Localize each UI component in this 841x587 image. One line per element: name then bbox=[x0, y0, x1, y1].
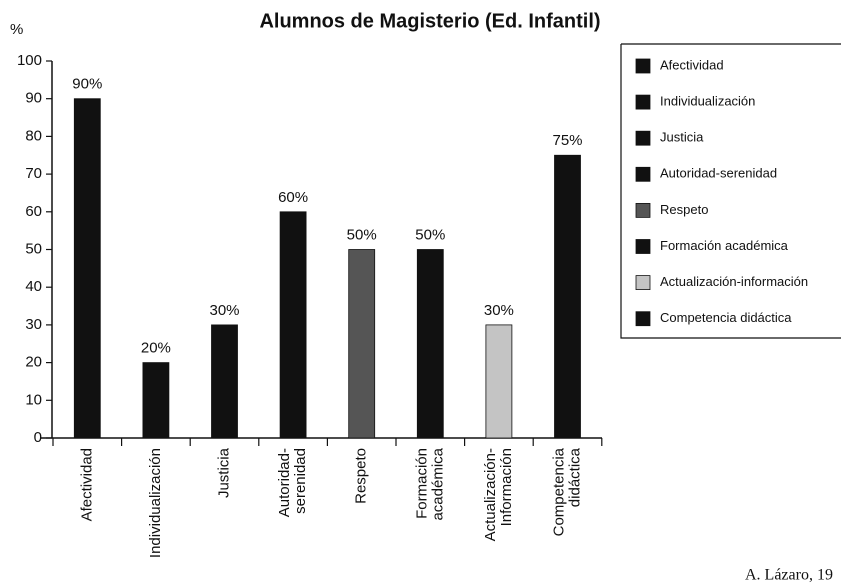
legend-swatch bbox=[635, 58, 651, 74]
bar bbox=[142, 362, 170, 439]
legend-label: Justicia bbox=[660, 130, 704, 145]
chart-title: Alumnos de Magisterio (Ed. Infantil) bbox=[259, 10, 600, 32]
x-tick-label: Afectividad bbox=[78, 448, 95, 521]
legend-label: Competencia didáctica bbox=[660, 310, 792, 325]
y-tick-label: 0 bbox=[34, 429, 42, 446]
value-label: 20% bbox=[141, 340, 171, 357]
legend-label: Individualización bbox=[660, 94, 755, 109]
legend-swatch bbox=[635, 130, 651, 146]
x-tick-label: Justicia bbox=[215, 447, 232, 498]
legend-swatch bbox=[635, 311, 651, 327]
legend-swatch bbox=[635, 94, 651, 110]
y-tick-label: 40 bbox=[25, 278, 42, 295]
bar bbox=[73, 98, 101, 439]
y-tick-label: 80 bbox=[25, 127, 42, 144]
bar bbox=[416, 249, 444, 439]
legend-swatch bbox=[635, 166, 651, 182]
legend-box bbox=[620, 43, 841, 339]
x-tick-label: Autoridad-serenidad bbox=[276, 448, 309, 517]
x-tick-label: Respeto bbox=[353, 448, 370, 504]
y-tick-label: 100 bbox=[17, 52, 42, 69]
value-label: 50% bbox=[347, 226, 377, 243]
y-tick-label: 50 bbox=[25, 240, 42, 257]
legend-label: Respeto bbox=[660, 202, 708, 217]
y-tick-label: 90 bbox=[25, 90, 42, 107]
value-label: 90% bbox=[72, 76, 102, 93]
bar bbox=[554, 154, 581, 439]
legend-swatch bbox=[635, 239, 651, 254]
value-label: 60% bbox=[278, 189, 308, 206]
legend-label: Formación académica bbox=[660, 238, 789, 253]
x-tick-label: Competenciadidáctica bbox=[550, 447, 583, 536]
bar bbox=[211, 324, 238, 439]
x-tick-label: Actualización-Información bbox=[482, 448, 515, 541]
legend-swatch bbox=[635, 202, 651, 218]
legend-label: Afectividad bbox=[660, 57, 724, 72]
value-label: 30% bbox=[484, 302, 514, 319]
source-note: A. Lázaro, 19 bbox=[745, 567, 833, 584]
y-tick-label: 60 bbox=[25, 203, 42, 220]
y-tick-label: 20 bbox=[25, 354, 42, 371]
value-label: 30% bbox=[209, 302, 239, 319]
x-tick-label: Formaciónacadémica bbox=[413, 447, 446, 520]
legend-label: Autoridad-serenidad bbox=[660, 166, 777, 181]
value-label: 50% bbox=[415, 226, 445, 243]
y-tick-label: 10 bbox=[25, 391, 42, 408]
bar bbox=[279, 211, 307, 439]
y-tick-label: 70 bbox=[25, 165, 42, 182]
y-axis-label: % bbox=[10, 21, 23, 38]
x-tick-label: Individualización bbox=[147, 448, 164, 558]
bar bbox=[485, 324, 513, 439]
legend-label: Actualización-información bbox=[660, 274, 808, 289]
bar bbox=[348, 249, 376, 439]
value-label: 75% bbox=[552, 132, 582, 149]
legend-swatch bbox=[635, 275, 651, 291]
y-tick-label: 30 bbox=[25, 316, 42, 333]
